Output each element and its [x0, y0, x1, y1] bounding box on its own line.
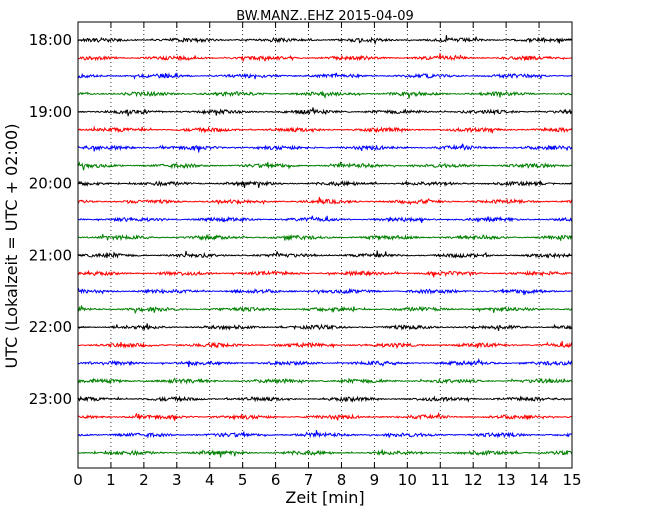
x-tick-label-13: 13 — [497, 471, 516, 489]
trace-2130 — [77, 287, 573, 296]
trace-2245 — [77, 377, 573, 385]
trace-2300 — [77, 395, 573, 403]
y-tick-label-1: 19:00 — [29, 103, 72, 121]
trace-2115 — [77, 269, 573, 278]
trace-2330 — [77, 430, 573, 439]
y-tick-label-5: 23:00 — [29, 390, 72, 408]
trace-1915 — [77, 125, 573, 134]
x-tick-label-4: 4 — [205, 471, 215, 489]
plot-frame — [77, 21, 573, 469]
trace-2045 — [77, 233, 573, 242]
trace-2345 — [77, 449, 573, 458]
x-axis-label: Zeit [min] — [285, 488, 364, 507]
x-tick-label-12: 12 — [464, 471, 483, 489]
x-tick-label-2: 2 — [139, 471, 149, 489]
x-tick-label-7: 7 — [304, 471, 314, 489]
x-tick-label-1: 1 — [106, 471, 116, 489]
trace-1800 — [77, 35, 573, 46]
seismic-traces — [77, 35, 573, 458]
y-axis-ticks: 18:00 19:00 20:00 21:00 22:00 23:00 — [29, 31, 572, 408]
x-tick-label-15: 15 — [562, 471, 581, 489]
x-tick-label-10: 10 — [398, 471, 417, 489]
x-tick-label-8: 8 — [337, 471, 347, 489]
trace-1945 — [77, 161, 573, 171]
x-tick-label-11: 11 — [431, 471, 450, 489]
y-tick-label-0: 18:00 — [29, 31, 72, 49]
trace-2100 — [77, 250, 573, 259]
x-tick-label-0: 0 — [73, 471, 83, 489]
trace-2000 — [77, 179, 573, 189]
x-tick-label-14: 14 — [530, 471, 549, 489]
trace-1845 — [77, 90, 573, 100]
trace-2030 — [77, 215, 573, 224]
chart-title: BW.MANZ..EHZ 2015-04-09 — [236, 9, 414, 24]
trace-1900 — [77, 107, 573, 117]
trace-2230 — [77, 357, 573, 368]
plot-background — [78, 22, 572, 468]
y-axis-label: UTC (Lokalzeit = UTC + 02:00) — [2, 124, 21, 369]
x-tick-label-6: 6 — [271, 471, 281, 489]
trace-2145 — [77, 305, 573, 315]
y-tick-label-4: 22:00 — [29, 318, 72, 336]
trace-1830 — [77, 72, 573, 81]
y-tick-label-2: 20:00 — [29, 175, 72, 193]
trace-1815 — [77, 53, 573, 63]
y-tick-label-3: 21:00 — [29, 246, 72, 264]
x-tick-label-3: 3 — [172, 471, 182, 489]
trace-2215 — [77, 340, 573, 349]
x-tick-label-5: 5 — [238, 471, 248, 489]
trace-2315 — [77, 411, 573, 421]
trace-1930 — [77, 143, 573, 153]
x-tick-label-9: 9 — [370, 471, 380, 489]
trace-2200 — [77, 323, 573, 331]
trace-2015 — [77, 197, 573, 206]
x-axis-ticks: 0 1 2 3 4 5 6 7 8 9 10 11 12 13 14 15 — [73, 22, 582, 489]
